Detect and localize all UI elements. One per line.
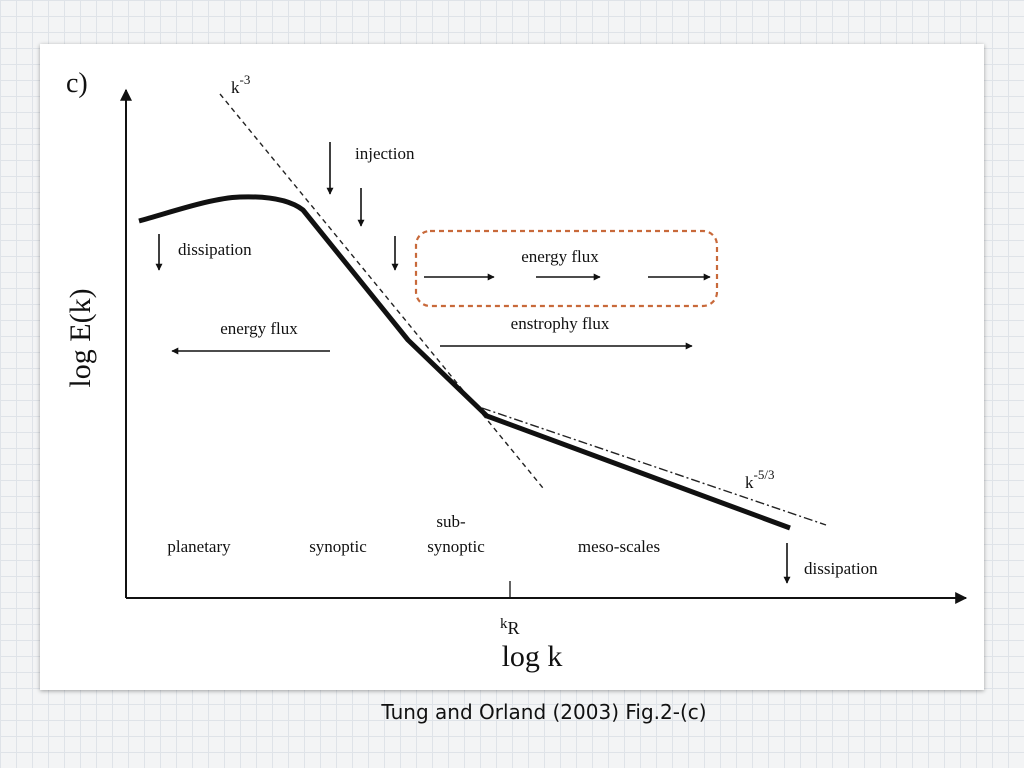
dissipation-right-label: dissipation [804,559,878,578]
slope-label-k-minus5-3: k-5/3 [745,467,774,492]
slide-card [40,44,984,690]
enstrophy-flux-label: enstrophy flux [511,314,610,333]
slope-label-k-minus3: k-3 [231,72,250,97]
dissipation-left-label: dissipation [178,240,252,259]
energy-flux-highlight-box [414,229,719,308]
k-minus3-reference-line [219,93,544,489]
region-synoptic: synoptic [309,537,367,556]
figure-caption: Tung and Orland (2003) Fig.2-(c) [381,700,707,724]
region-planetary: planetary [167,537,231,556]
region-subsynoptic-line1: sub- [436,512,466,531]
y-axis-label: log E(k) [64,288,97,387]
kr-tick-label: kR [500,616,520,638]
injection-label: injection [355,144,415,163]
region-subsynoptic-line2: synoptic [427,537,485,556]
energy-flux-left-label: energy flux [220,319,298,338]
region-mesoscales: meso-scales [578,537,660,556]
energy-flux-box-label: energy flux [521,247,599,266]
panel-label: c) [66,68,88,99]
energy-spectrum-curve [138,194,791,531]
k-minus5-3-reference-line [481,407,827,526]
x-axis-label: log k [502,640,563,673]
